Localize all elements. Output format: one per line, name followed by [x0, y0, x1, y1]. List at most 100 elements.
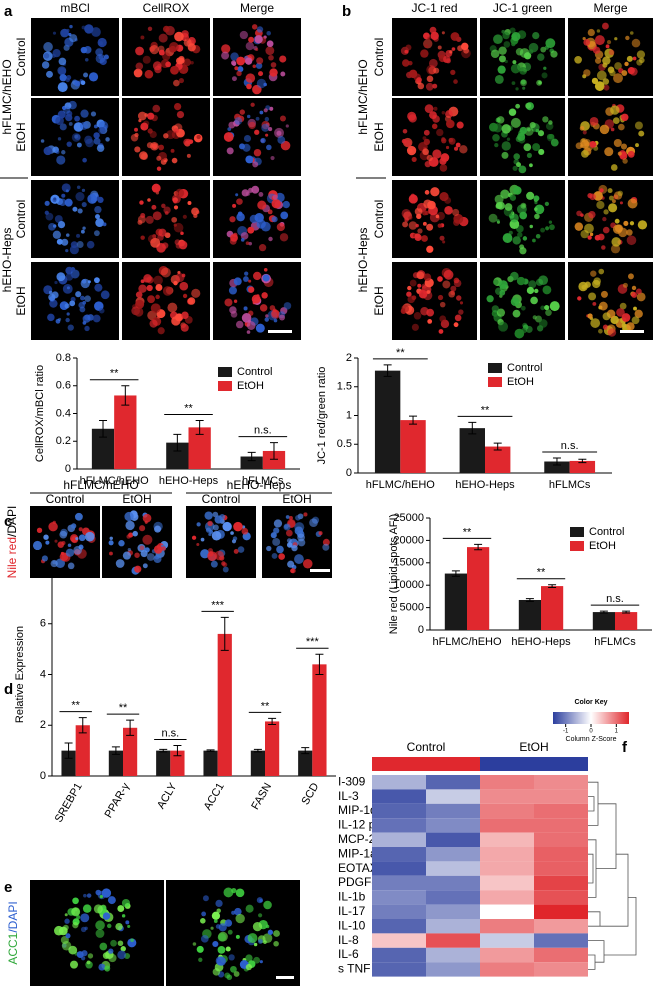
cell [155, 294, 160, 300]
cell [191, 288, 201, 298]
cell [440, 153, 450, 162]
cell [182, 214, 187, 219]
cell [602, 216, 607, 222]
cell [454, 146, 459, 151]
cell [72, 922, 79, 929]
cell [140, 213, 146, 219]
cell [574, 55, 582, 64]
cell [61, 541, 66, 546]
cell [142, 563, 148, 569]
cell [494, 142, 499, 148]
cell [63, 106, 71, 114]
x-tick-label: SCD [299, 781, 321, 807]
y-axis-label: Nile red (Lipid spots AFI) [388, 514, 400, 634]
cell [588, 292, 597, 301]
group-label: hFLMC/hEHO [356, 59, 370, 134]
cell [71, 523, 77, 529]
bar [108, 750, 123, 776]
cell [408, 69, 418, 79]
cell [509, 194, 517, 201]
cell [225, 946, 231, 952]
cell [54, 925, 64, 936]
cell [488, 213, 498, 223]
cell [435, 214, 440, 219]
cell [263, 267, 268, 272]
cell [124, 511, 134, 522]
significance-label: ** [184, 402, 193, 414]
cell [93, 137, 101, 145]
cell [84, 135, 93, 144]
cell [138, 284, 147, 293]
cell [610, 244, 621, 254]
cell [153, 545, 163, 554]
cell [420, 49, 429, 58]
cell [50, 559, 58, 568]
cell [638, 130, 645, 137]
cell [515, 103, 521, 109]
y-tick-label: 25000 [393, 512, 424, 524]
heatmap-cell [372, 861, 426, 876]
cell [236, 198, 243, 205]
stain-part: /DAPI [5, 506, 19, 537]
cell [244, 271, 249, 276]
cell [268, 236, 273, 242]
cell [494, 194, 504, 204]
cell [58, 67, 67, 76]
cell [453, 322, 459, 328]
cell [519, 126, 528, 135]
cell [224, 298, 233, 307]
cell [532, 143, 541, 152]
error-bar [409, 415, 418, 425]
cell [52, 198, 57, 203]
error-bar [111, 746, 120, 755]
cell [594, 35, 605, 46]
cell [545, 38, 556, 49]
error-bar [268, 717, 277, 725]
y-tick-label: 10000 [393, 579, 424, 591]
cell [245, 954, 253, 962]
cell [432, 149, 442, 159]
cell [155, 283, 163, 291]
significance-label: n.s. [606, 593, 624, 605]
cell [285, 515, 290, 519]
cell [41, 61, 50, 69]
bar [188, 427, 211, 469]
cell [608, 49, 615, 56]
cell [74, 80, 81, 87]
cell [175, 188, 185, 198]
cell [100, 290, 110, 300]
cell [536, 79, 543, 86]
color-key-title: Color Key [574, 699, 607, 706]
cell [248, 36, 255, 43]
cell [613, 73, 623, 84]
cell [441, 137, 447, 144]
group-label: hEHO-Heps [356, 228, 370, 293]
cell [246, 83, 252, 90]
cell [257, 200, 267, 210]
cell [436, 128, 444, 137]
cell [258, 244, 267, 252]
cell [417, 82, 425, 90]
cell [253, 956, 261, 964]
cell [241, 313, 252, 323]
cell [543, 66, 547, 70]
cell [174, 31, 184, 42]
cell [453, 213, 464, 224]
cell [80, 295, 85, 301]
cell [453, 279, 462, 288]
cell [171, 316, 181, 326]
cell [594, 57, 602, 64]
row-label: IL-10 [338, 918, 366, 932]
cell [56, 155, 66, 165]
cell [52, 230, 61, 239]
cell [426, 223, 434, 231]
cell [404, 49, 409, 54]
cell [80, 80, 86, 86]
cell [64, 303, 70, 309]
column-header: Merge [240, 1, 274, 15]
cell [276, 130, 282, 136]
error-bar [468, 421, 477, 435]
cell [266, 144, 272, 151]
cell [251, 185, 260, 194]
cell [545, 309, 552, 316]
